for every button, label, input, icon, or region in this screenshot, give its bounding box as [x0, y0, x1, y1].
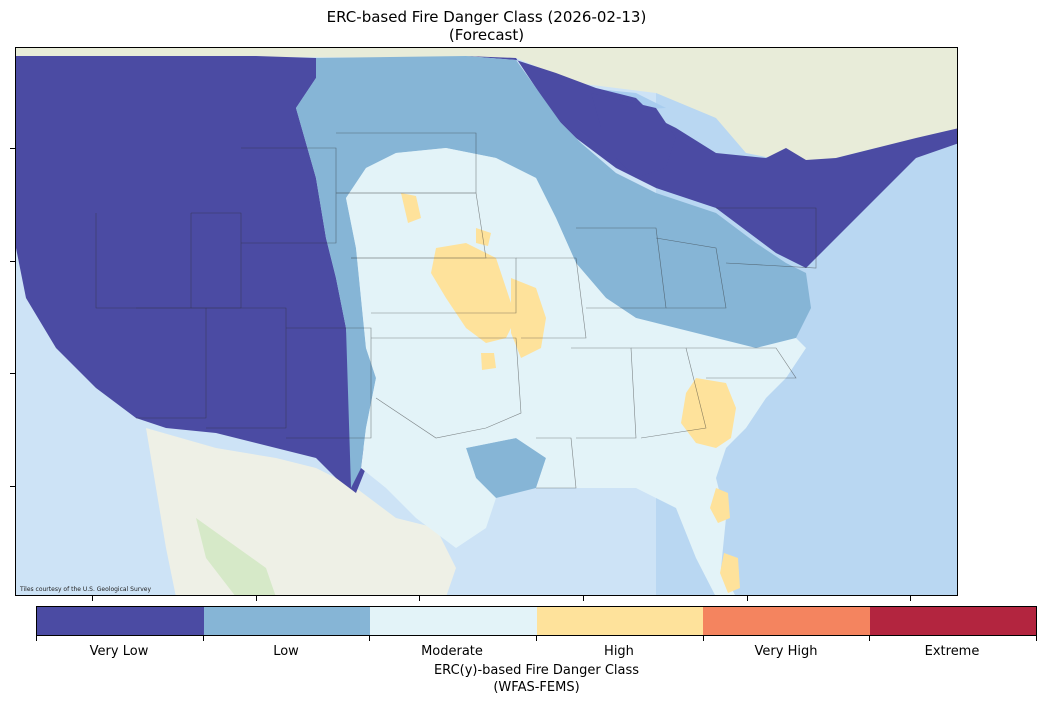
very-low-michigan — [591, 93, 676, 178]
colorbar-subtitle: (WFAS-FEMS) — [493, 680, 580, 695]
map-title: ERC-based Fire Danger Class (2026-02-13) — [326, 8, 647, 26]
y-axis-tick — [10, 486, 15, 487]
x-axis-tick — [256, 596, 257, 601]
high-north-florida — [710, 488, 730, 523]
y-axis-tick — [10, 373, 15, 374]
high-georgia — [681, 378, 736, 448]
mexico-terrain — [196, 518, 276, 595]
colorbar-tick — [36, 636, 37, 641]
colorbar-tick — [536, 636, 537, 641]
class-label-extreme: Extreme — [924, 644, 980, 659]
class-label-moderate: Moderate — [421, 644, 483, 659]
class-label-low: Low — [273, 644, 299, 659]
map-attribution: Tiles courtesy of the U.S. Geological Su… — [20, 586, 152, 593]
y-axis-tick — [10, 148, 15, 149]
class-swatch-extreme — [869, 607, 1036, 635]
low-texas — [466, 438, 546, 498]
y-axis-tick — [10, 261, 15, 262]
state-boundaries — [95, 132, 817, 489]
high-oklahoma — [481, 353, 496, 370]
colorbar-tick — [369, 636, 370, 641]
very-low-northeast — [466, 56, 957, 268]
colorbar-tick — [203, 636, 204, 641]
colorbar-tick — [1036, 636, 1037, 641]
class-swatch-high — [536, 607, 703, 635]
colorbar-tick — [703, 636, 704, 641]
map-subtitle: (Forecast) — [448, 26, 525, 44]
x-axis-tick — [910, 596, 911, 601]
class-label-high: High — [604, 644, 634, 659]
class-swatch-very-low — [37, 607, 204, 635]
colorbar-title: ERC(y)-based Fire Danger Class — [433, 663, 640, 678]
colorbar — [36, 606, 1037, 636]
x-axis-tick — [419, 596, 420, 601]
high-iowa — [476, 228, 491, 246]
high-dakota — [401, 193, 421, 223]
x-axis-tick — [92, 596, 93, 601]
canada-landmass — [16, 48, 957, 163]
class-swatch-low — [203, 607, 370, 635]
map-panel[interactable]: Tiles courtesy of the U.S. Geological Su… — [15, 47, 958, 596]
class-swatch-very-high — [703, 607, 870, 635]
class-swatch-moderate — [370, 607, 537, 635]
x-axis-tick — [583, 596, 584, 601]
low-band — [296, 56, 811, 488]
class-label-very-low: Very Low — [89, 644, 149, 659]
class-label-very-high: Very High — [754, 644, 818, 659]
colorbar-tick — [869, 636, 870, 641]
high-south-florida — [720, 553, 740, 593]
fire-danger-map — [16, 48, 957, 595]
high-kansas-nebraska — [431, 243, 516, 343]
x-axis-tick — [747, 596, 748, 601]
